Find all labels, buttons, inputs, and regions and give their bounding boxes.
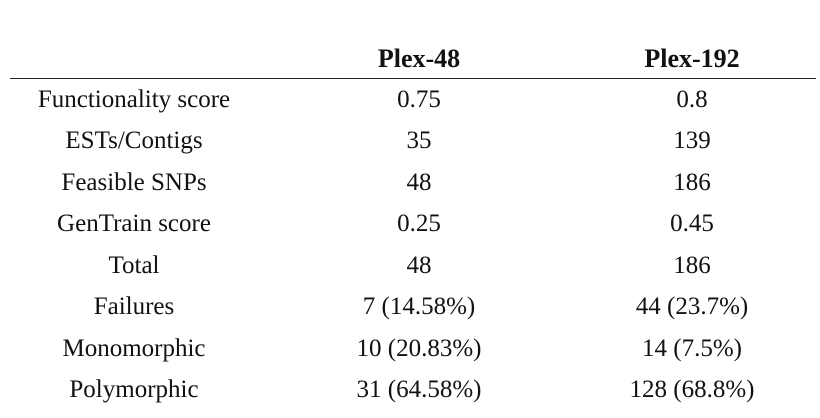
cell-plex-48: 0.25	[397, 210, 441, 238]
cell-plex-192: 139	[673, 127, 711, 155]
cell-plex-192: 0.8	[676, 85, 708, 113]
table-row: Total 48 186	[10, 245, 816, 287]
header-plex-48: Plex-48	[258, 40, 540, 79]
cell-plex-192: 128 (68.8%)	[629, 376, 755, 404]
row-label: Monomorphic	[62, 334, 206, 362]
table-row: GenTrain score 0.25 0.45	[10, 204, 816, 246]
snp-genotyping-table: Plex-48 Plex-192 Functionality score 0.7…	[10, 40, 816, 411]
cell-plex-192: 44 (23.7%)	[635, 293, 749, 321]
table-row: Monomorphic 10 (20.83%) 14 (7.5%)	[10, 328, 816, 370]
row-label: GenTrain score	[57, 210, 211, 238]
table-row: Polymorphic 31 (64.58%) 128 (68.8%)	[10, 370, 816, 412]
cell-plex-192: 0.45	[670, 210, 714, 238]
cell-plex-48: 35	[406, 127, 432, 155]
row-label: ESTs/Contigs	[65, 127, 203, 155]
row-label: Polymorphic	[69, 376, 199, 404]
cell-plex-48: 48	[406, 168, 432, 196]
header-plex-192: Plex-192	[540, 40, 816, 79]
table-row: Feasible SNPs 48 186	[10, 162, 816, 204]
cell-plex-192: 186	[673, 168, 711, 196]
table-row: ESTs/Contigs 35 139	[10, 121, 816, 163]
cell-plex-48: 0.75	[397, 85, 441, 113]
table-header-row: Plex-48 Plex-192	[10, 40, 816, 79]
table-row: Functionality score 0.75 0.8	[10, 79, 816, 121]
row-label: Total	[108, 251, 160, 279]
snp-table-container: Plex-48 Plex-192 Functionality score 0.7…	[10, 40, 816, 411]
cell-plex-48: 10 (20.83%)	[356, 334, 482, 362]
cell-plex-192: 186	[673, 251, 711, 279]
row-label: Failures	[93, 293, 175, 321]
cell-plex-48: 31 (64.58%)	[356, 376, 482, 404]
cell-plex-48: 48	[406, 251, 432, 279]
cell-plex-192: 14 (7.5%)	[642, 334, 742, 362]
row-label: Feasible SNPs	[61, 168, 207, 196]
cell-plex-48: 7 (14.58%)	[362, 293, 476, 321]
row-label: Functionality score	[37, 85, 231, 113]
header-row-label	[10, 40, 258, 79]
table-row: Failures 7 (14.58%) 44 (23.7%)	[10, 287, 816, 329]
